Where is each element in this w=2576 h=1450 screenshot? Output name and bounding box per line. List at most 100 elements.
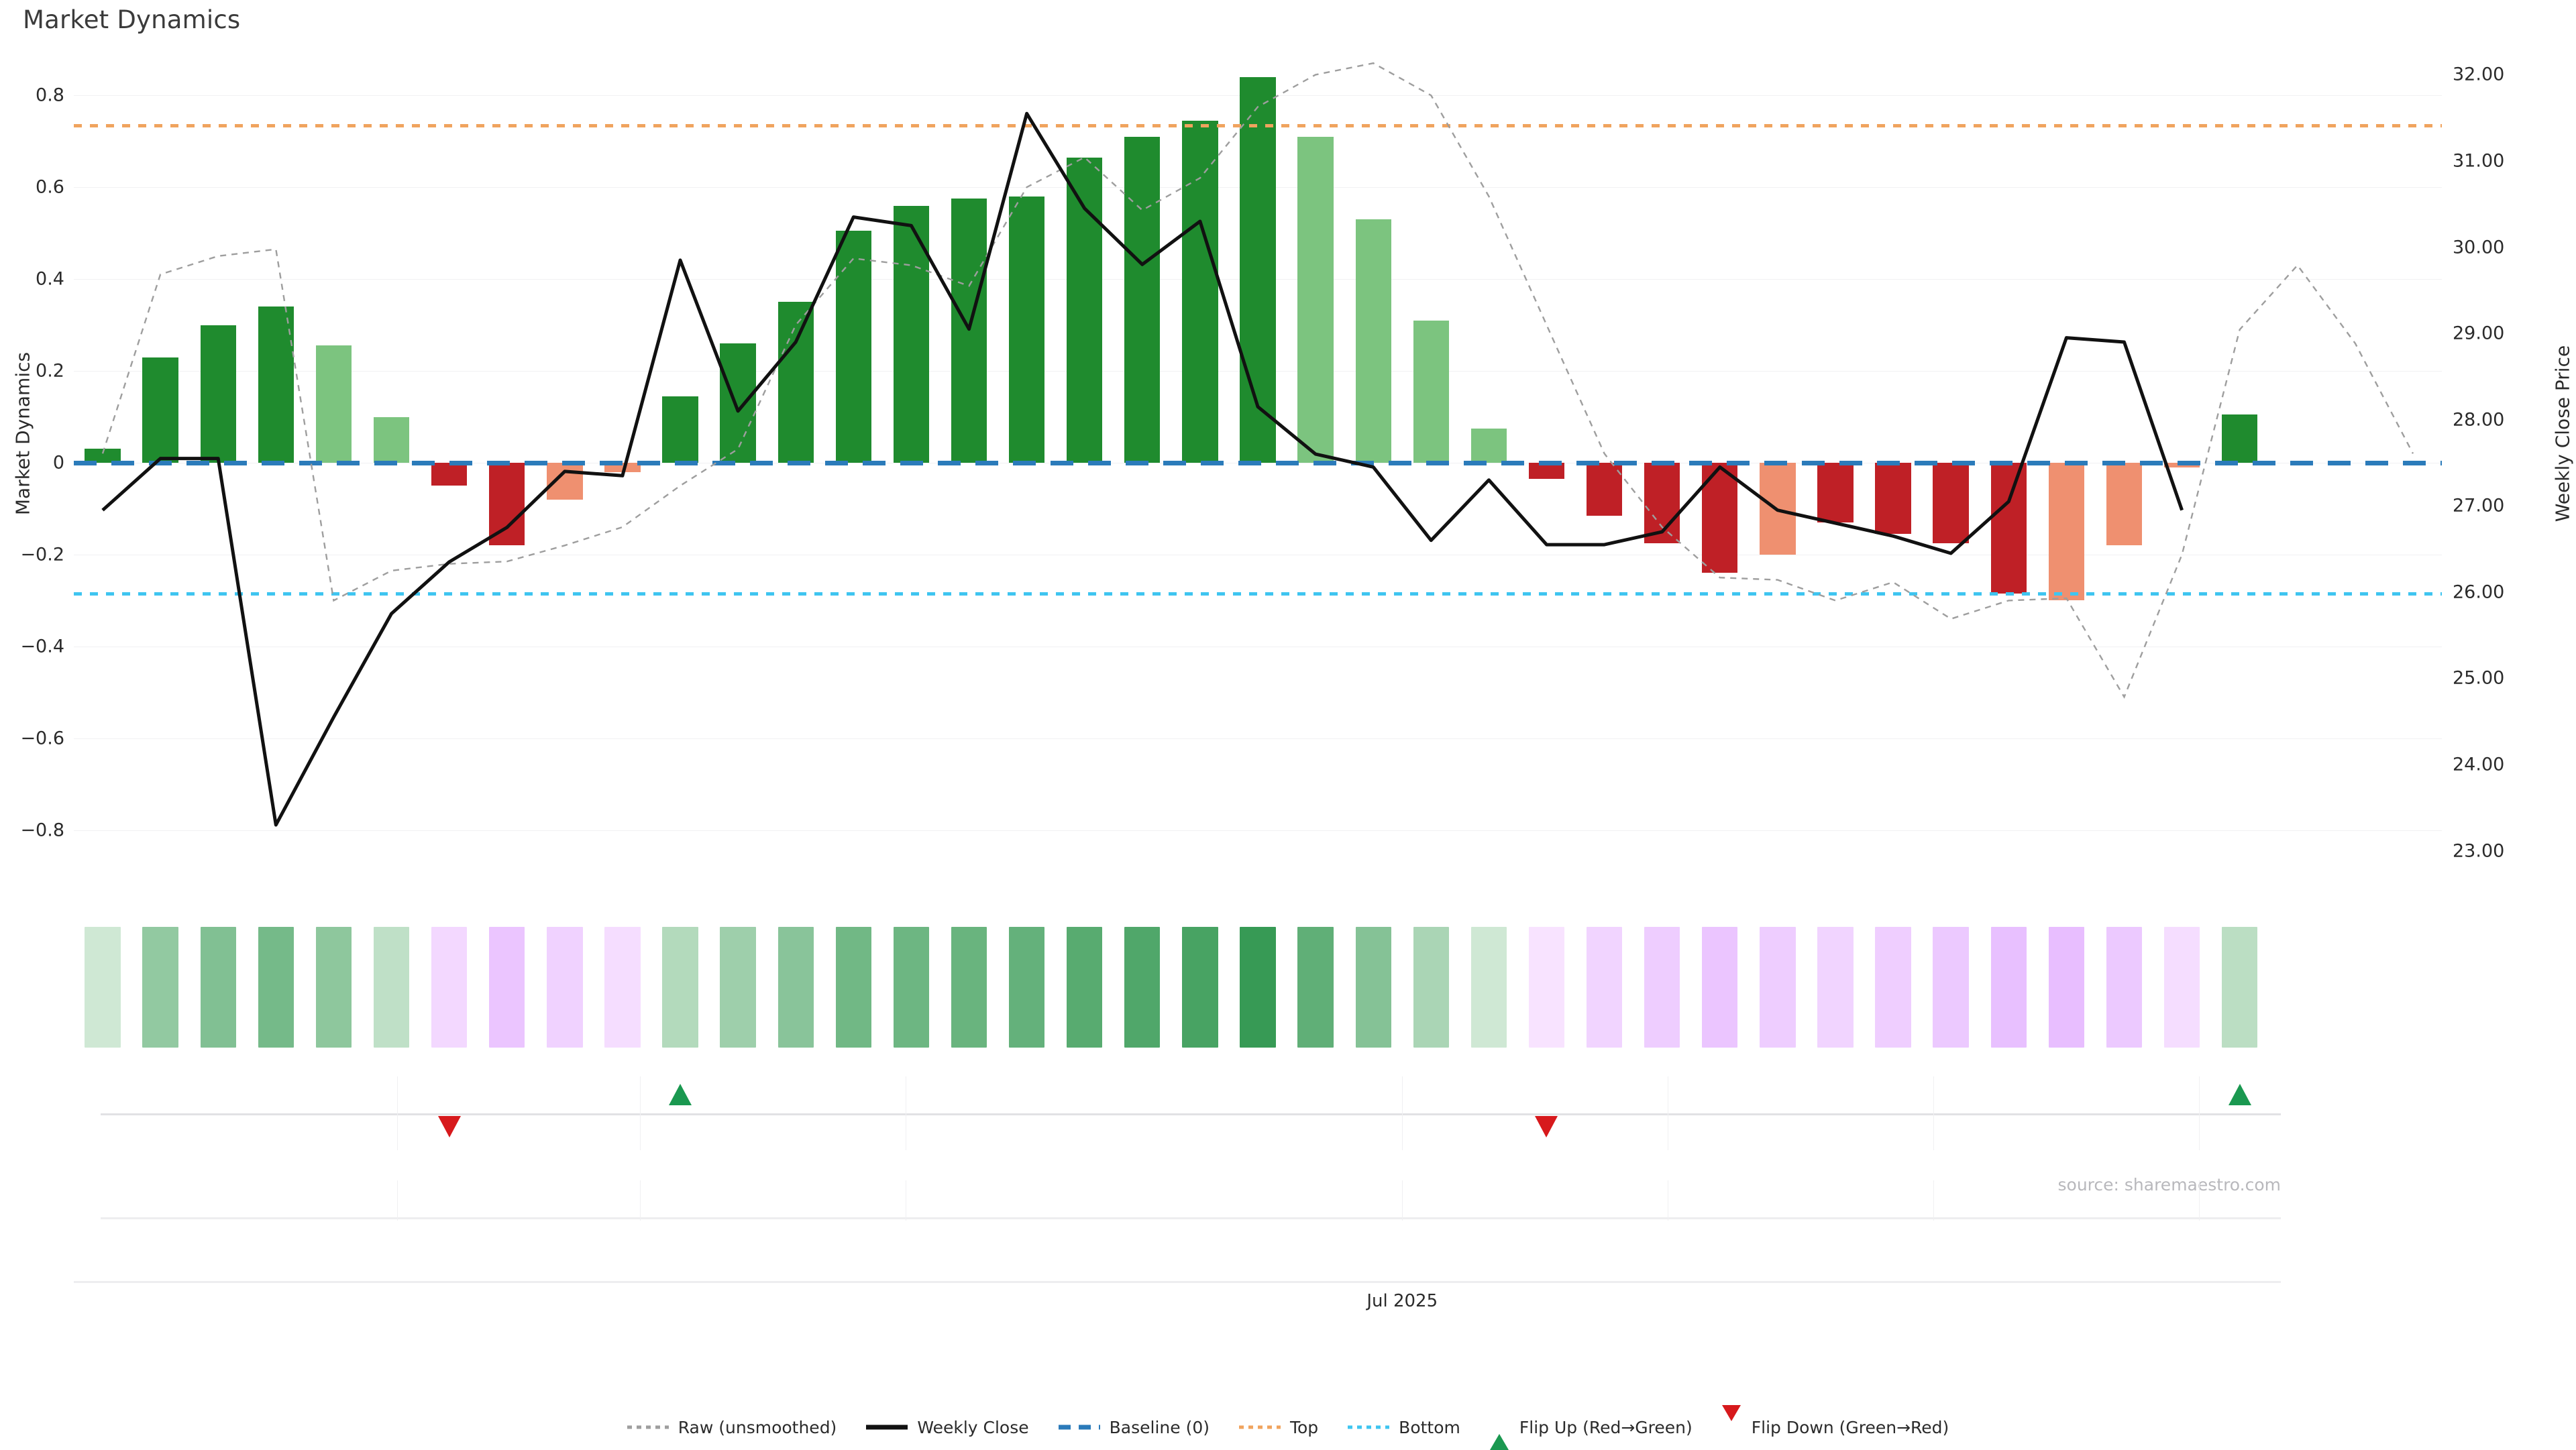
- flip-down-marker: [1535, 1116, 1558, 1137]
- heat-strip-cell: [489, 927, 525, 1048]
- heat-strip-cell: [893, 927, 930, 1048]
- left-axis-tick: 0.2: [36, 360, 64, 382]
- flip-down-icon: [1721, 1405, 1741, 1434]
- flip-up-icon: [1489, 1421, 1509, 1450]
- right-axis-tick: 28.00: [2453, 409, 2505, 431]
- legend-item[interactable]: Raw (unsmoothed): [627, 1418, 837, 1437]
- heat-strip-cell: [1933, 927, 1969, 1048]
- x-axis-tick-label: Jul 2025: [1366, 1291, 1438, 1311]
- right-axis-tick: 24.00: [2453, 754, 2505, 775]
- legend-item-label: Raw (unsmoothed): [678, 1417, 837, 1437]
- chart-bar: [1933, 463, 1969, 543]
- heat-strip-cell: [1702, 927, 1738, 1048]
- chart-bar: [835, 231, 871, 463]
- heat-strip-cell: [142, 927, 178, 1048]
- heat-strip-cell: [258, 927, 294, 1048]
- chart-bar: [720, 343, 756, 463]
- left-axis-tick: −0.8: [20, 820, 64, 841]
- chart-bar: [662, 396, 698, 463]
- legend-swatch: [1238, 1421, 1281, 1433]
- left-axis-tick: 0.4: [36, 268, 64, 290]
- flip-axis-line: [101, 1113, 2281, 1115]
- legend-item[interactable]: Baseline (0): [1058, 1417, 1210, 1437]
- left-axis-tick: 0: [52, 452, 64, 473]
- left-axis-tick: −0.6: [20, 728, 64, 749]
- heat-strip-cell: [1817, 927, 1854, 1048]
- legend-item[interactable]: Bottom: [1348, 1418, 1460, 1437]
- heat-strip-cell: [1644, 927, 1680, 1048]
- right-axis-tick: 26.00: [2453, 581, 2505, 603]
- legend-item[interactable]: Top: [1238, 1418, 1318, 1437]
- legend-line-icon: [1348, 1425, 1390, 1429]
- legend-line-icon: [627, 1425, 669, 1429]
- heat-strip-cell: [547, 927, 583, 1048]
- heat-strip-cell: [431, 927, 468, 1048]
- heat-strip-cell: [720, 927, 756, 1048]
- gridline: [74, 830, 2442, 831]
- weekly-close-line: [101, 111, 2184, 827]
- bottom-axis-gridline: [639, 1180, 641, 1221]
- flip-up-marker: [669, 1084, 692, 1105]
- heat-strip-cell: [604, 927, 641, 1048]
- chart-bar: [2106, 463, 2143, 546]
- heat-strip-cell: [1875, 927, 1911, 1048]
- heat-strip-cell: [1297, 927, 1334, 1048]
- legend-item-label: Flip Up (Red→Green): [1519, 1417, 1693, 1437]
- chart-bar: [431, 463, 468, 486]
- heat-strip-cell: [951, 927, 987, 1048]
- legend-line-icon: [1238, 1425, 1281, 1429]
- heat-strip-cell: [315, 927, 352, 1048]
- legend-triangle-up-icon: [1489, 1421, 1510, 1450]
- heat-strip-cell: [85, 927, 121, 1048]
- heat-strip-cell: [835, 927, 871, 1048]
- heat-strip-cell: [1008, 927, 1045, 1048]
- legend-swatch: [1058, 1421, 1100, 1433]
- right-axis-tick: 32.00: [2453, 64, 2505, 85]
- right-axis-tick: 27.00: [2453, 495, 2505, 516]
- flip-up-marker: [2228, 1084, 2251, 1105]
- chart-bar: [489, 463, 525, 546]
- chart-bar: [1990, 463, 2027, 594]
- heat-strip-cell: [777, 927, 814, 1048]
- heat-strip-cell: [1240, 927, 1276, 1048]
- flip-row-gridline: [639, 1076, 641, 1150]
- heat-strip-cell: [2106, 927, 2143, 1048]
- bottom-axis-gridline: [1402, 1180, 1403, 1221]
- heat-strip-cell: [1182, 927, 1218, 1048]
- chart-bar: [1586, 463, 1623, 516]
- heat-strip-cell: [1990, 927, 2027, 1048]
- left-axis-tick: −0.4: [20, 636, 64, 657]
- chart-bar: [1355, 219, 1391, 463]
- chart-bar: [1470, 428, 1507, 463]
- left-axis-tick: 0.8: [36, 85, 64, 106]
- legend-item[interactable]: Weekly Close: [866, 1418, 1029, 1437]
- legend-item-label: Baseline (0): [1109, 1417, 1210, 1437]
- bottom-axis-gridline: [1933, 1180, 1935, 1221]
- chart-bar: [258, 306, 294, 463]
- flip-down-marker: [437, 1116, 461, 1137]
- legend-item[interactable]: Flip Up (Red→Green): [1489, 1417, 1693, 1450]
- legend-item[interactable]: Flip Down (Green→Red): [1721, 1405, 1949, 1437]
- chart-bar: [373, 416, 410, 463]
- heat-strip-cell: [1470, 927, 1507, 1048]
- legend-swatch: [627, 1421, 669, 1433]
- bottom-reference-line: [74, 592, 2442, 596]
- chart-bar: [1817, 463, 1854, 523]
- flip-row-gridline: [1402, 1076, 1403, 1150]
- chart-bar: [777, 302, 814, 463]
- right-axis-tick: 31.00: [2453, 150, 2505, 172]
- legend-swatch: [866, 1421, 908, 1433]
- legend-line-icon: [1058, 1425, 1100, 1430]
- legend-item-label: Bottom: [1399, 1417, 1460, 1437]
- chart-bar: [2221, 414, 2258, 463]
- legend-line-icon: [866, 1425, 908, 1430]
- gridline: [74, 738, 2442, 739]
- right-axis: 32.00 31.00 30.00 29.00 28.00 27.00 26.00 25.00…: [2453, 40, 2546, 885]
- heat-strip-cell: [1124, 927, 1161, 1048]
- legend-item-label: Flip Down (Green→Red): [1751, 1417, 1949, 1437]
- chart-bar: [315, 345, 352, 463]
- chart-legend: Raw (unsmoothed) Weekly Close Baseline (0)…: [0, 1405, 2576, 1450]
- top-reference-line: [74, 123, 2442, 127]
- line-series-overlay: [101, 62, 2414, 827]
- legend-triangle-down-icon: [1721, 1405, 1742, 1434]
